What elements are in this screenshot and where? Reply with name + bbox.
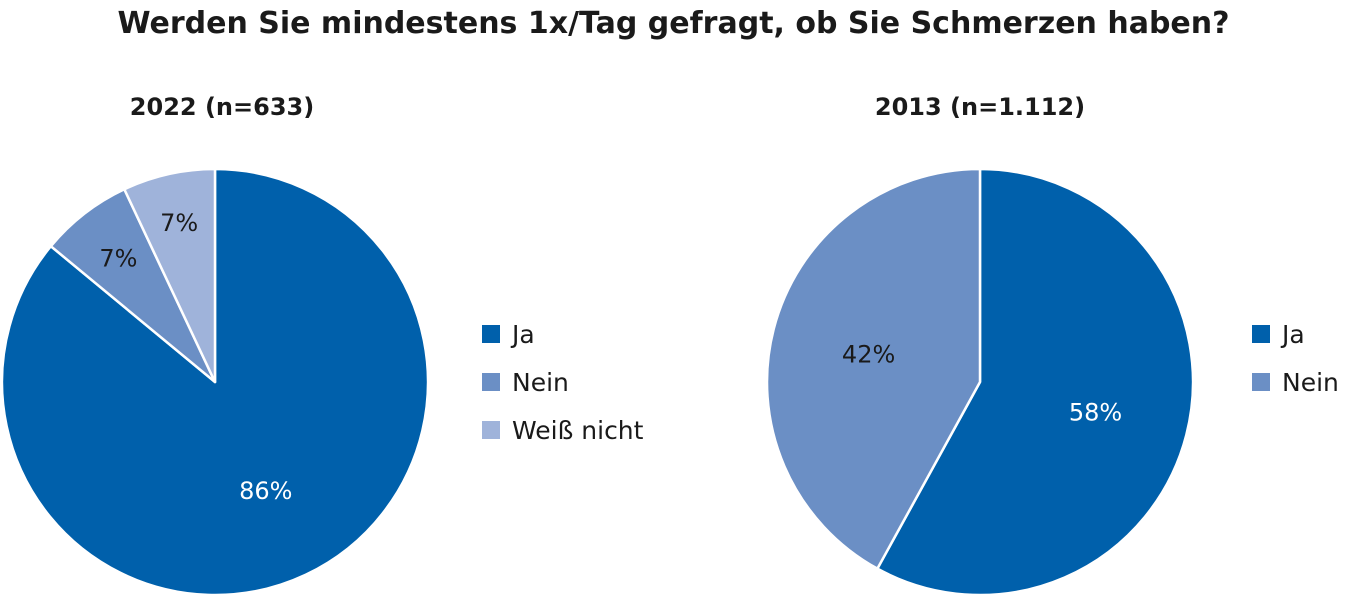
pie-slice-ja [876,167,1195,597]
legend: Ja Nein [1252,320,1339,397]
legend-swatch-weiss-nicht [482,421,500,439]
pie-title: 2013 (n=1.112) [875,93,1085,121]
legend-swatch-ja [482,325,500,343]
legend-label-weiss-nicht: Weiß nicht [512,416,644,445]
slice-label-weiss-nicht: 7% [160,209,198,237]
legend: Ja Nein Weiß nicht [482,320,644,445]
legend-label-ja: Ja [510,320,535,349]
pie-chart-2013: 2013 (n=1.112) 58% 42% Ja Nein [765,93,1339,597]
pie-slice-weiss-nicht [123,167,217,384]
legend-swatch-nein [482,373,500,391]
pie-slice-nein [765,167,982,570]
chart-title: Werden Sie mindestens 1x/Tag gefragt, ob… [117,6,1230,41]
legend-swatch-nein [1252,373,1270,391]
legend-swatch-ja [1252,325,1270,343]
legend-label-nein: Nein [512,368,569,397]
slice-label-nein: 7% [99,245,137,273]
legend-label-nein: Nein [1282,368,1339,397]
slice-label-nein: 42% [842,340,895,368]
slice-label-ja: 58% [1069,399,1122,427]
pie-title: 2022 (n=633) [130,93,314,121]
pie-chart-2022: 2022 (n=633) 86% 7% 7% Ja Nein Weiß nicht [0,93,644,597]
legend-label-ja: Ja [1280,320,1305,349]
slice-label-ja: 86% [239,477,292,505]
